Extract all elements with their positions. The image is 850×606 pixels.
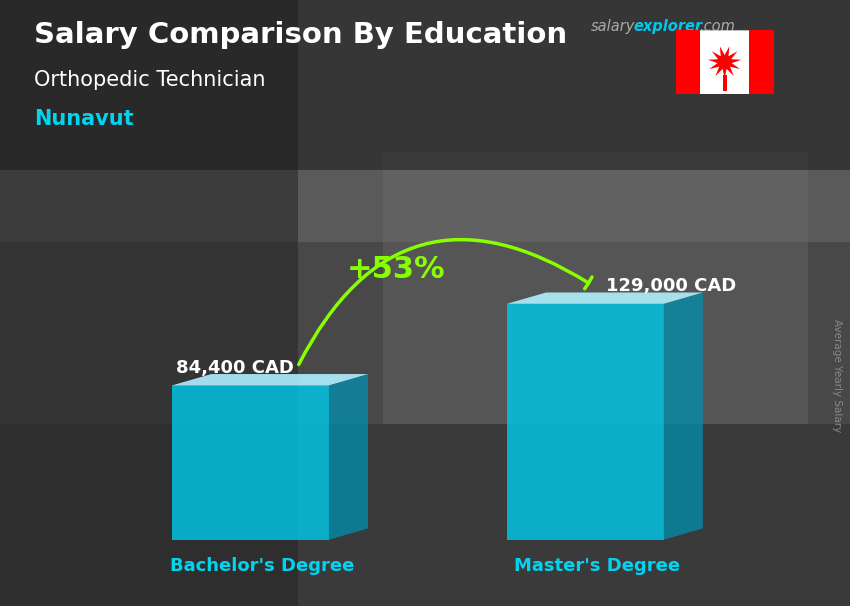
Bar: [0, 0, 850, 170]
Text: .com: .com: [699, 19, 734, 35]
Polygon shape: [172, 374, 368, 385]
Polygon shape: [664, 293, 703, 540]
Text: salary: salary: [591, 19, 635, 35]
Bar: [0, 0, 298, 606]
Bar: [172, 385, 329, 540]
Polygon shape: [708, 46, 741, 79]
Text: Orthopedic Technician: Orthopedic Technician: [34, 70, 265, 90]
Polygon shape: [329, 374, 368, 540]
Bar: [0, 0, 850, 273]
Text: Bachelor's Degree: Bachelor's Degree: [170, 557, 354, 574]
Text: Salary Comparison By Education: Salary Comparison By Education: [34, 21, 567, 49]
Bar: [507, 304, 664, 540]
Bar: [722, 76, 727, 92]
Bar: [0, 424, 850, 606]
Bar: [0, 242, 850, 424]
Text: 129,000 CAD: 129,000 CAD: [606, 278, 737, 295]
Text: explorer: explorer: [633, 19, 702, 35]
Text: Average Yearly Salary: Average Yearly Salary: [832, 319, 842, 432]
Bar: [382, 152, 808, 424]
Text: +53%: +53%: [347, 255, 445, 284]
Bar: [676, 30, 700, 94]
Text: Master's Degree: Master's Degree: [514, 557, 680, 574]
Text: Nunavut: Nunavut: [34, 109, 133, 129]
Polygon shape: [507, 293, 703, 304]
Bar: [749, 30, 774, 94]
Text: 84,400 CAD: 84,400 CAD: [176, 359, 294, 377]
